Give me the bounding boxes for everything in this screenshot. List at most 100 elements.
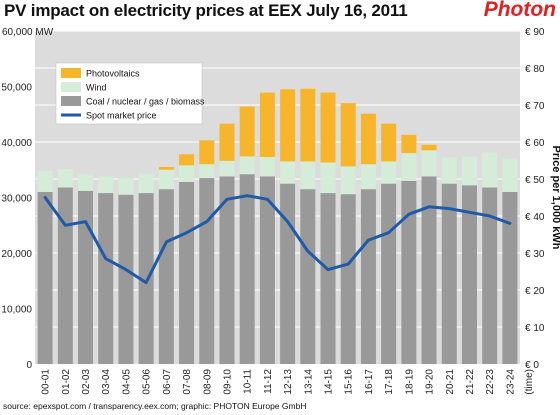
y-right-tick-label: € 20	[525, 286, 545, 297]
bar-wind	[482, 152, 498, 188]
bar-photovoltaics	[340, 103, 356, 167]
x-tick-label: 18-19	[404, 369, 415, 395]
x-tick-label: 20-21	[445, 369, 456, 395]
y-right-tick-label: € 80	[525, 64, 545, 75]
x-tick-label: 08-09	[202, 369, 213, 395]
legend-label: Wind	[86, 83, 107, 93]
bar-wind	[300, 161, 316, 190]
bar-conventional	[502, 191, 518, 364]
bar-photovoltaics	[179, 154, 195, 166]
bar-wind	[37, 170, 53, 192]
bar-wind	[360, 164, 376, 190]
bar-conventional	[360, 189, 376, 364]
bar-wind	[78, 174, 94, 191]
bar-wind	[320, 162, 336, 194]
bar-conventional	[340, 194, 356, 364]
x-tick-label: 10-11	[243, 369, 254, 394]
bar-wind	[179, 165, 195, 182]
bar-conventional	[98, 193, 114, 364]
bar-wind	[280, 161, 296, 184]
bar-conventional	[179, 181, 195, 364]
bar-conventional	[441, 183, 457, 364]
y-left-tick-label: 40,000	[1, 138, 32, 149]
bar-wind	[461, 156, 477, 186]
bar-conventional	[158, 189, 174, 364]
legend-swatch	[61, 68, 81, 78]
bar-photovoltaics	[421, 144, 437, 151]
y-right-axis-title: Price per 1,000 kWh	[550, 146, 560, 250]
bar-photovoltaics	[300, 88, 316, 162]
y-left-tick-label: 50,000	[1, 83, 32, 94]
bar-photovoltaics	[219, 123, 235, 161]
bar-wind	[421, 150, 437, 177]
bar-photovoltaics	[280, 89, 296, 162]
y-right-tick-label: € 50	[525, 175, 545, 186]
bar-photovoltaics	[401, 134, 417, 154]
bar-conventional	[320, 193, 336, 364]
x-tick-label: 17-18	[384, 369, 395, 395]
y-right-tick-label: € 40	[525, 212, 545, 223]
x-axis-unit-label: (time)	[524, 369, 535, 395]
y-right-tick-label: € 90	[525, 27, 545, 38]
bar-wind	[57, 169, 73, 188]
bar-conventional	[401, 180, 417, 364]
bar-wind	[158, 169, 174, 190]
x-tick-label: 11-12	[263, 369, 274, 394]
bar-photovoltaics	[360, 113, 376, 165]
x-tick-label: 23-24	[505, 369, 516, 395]
bar-conventional	[138, 193, 154, 364]
x-tick-label: 02-03	[81, 369, 92, 395]
x-tick-label: 19-20	[425, 369, 436, 395]
bar-conventional	[259, 176, 275, 364]
bar-conventional	[421, 176, 437, 364]
x-tick-label: 21-22	[465, 369, 476, 395]
bar-conventional	[239, 174, 255, 364]
bar-conventional	[482, 187, 498, 364]
x-tick-label: 05-06	[142, 369, 153, 395]
chart-title: PV impact on electricity prices at EEX J…	[4, 1, 408, 20]
spot-price-line	[43, 194, 512, 285]
bar-photovoltaics	[158, 166, 174, 170]
legend-label: Coal / nuclear / gas / biomass	[86, 97, 205, 107]
bar-conventional	[199, 178, 215, 364]
bar-conventional	[461, 185, 477, 364]
x-tick-label: 04-05	[121, 369, 132, 395]
bar-wind	[259, 156, 275, 177]
y-right-tick-label: € 10	[525, 323, 545, 334]
bar-wind	[502, 158, 518, 192]
bar-wind	[98, 176, 114, 194]
x-tick-label: 13-14	[303, 369, 314, 395]
bar-conventional	[219, 176, 235, 364]
x-tick-label: 14-15	[324, 369, 335, 395]
bar-wind	[401, 153, 417, 181]
y-left-tick-label: 10,000	[1, 305, 32, 316]
legend-swatch	[61, 96, 81, 106]
y-left-tick-label: 20,000	[1, 249, 32, 260]
bar-photovoltaics	[320, 92, 336, 163]
x-tick-label: 07-08	[182, 369, 193, 395]
bar-conventional	[381, 183, 397, 364]
y-right-tick-label: € 0	[525, 360, 539, 371]
y-right-tick-label: € 60	[525, 138, 545, 149]
x-tick-label: 09-10	[222, 369, 233, 395]
x-tick-label: 12-13	[283, 369, 294, 395]
bar-conventional	[118, 194, 134, 364]
x-tick-label: 22-23	[485, 369, 496, 395]
x-tick-label: 03-04	[101, 369, 112, 395]
x-tick-label: 15-16	[344, 369, 355, 395]
bar-wind	[239, 156, 255, 175]
bar-photovoltaics	[259, 92, 275, 157]
x-tick-label: 01-02	[61, 369, 72, 395]
legend-label: Spot market price	[86, 111, 157, 121]
bar-photovoltaics	[239, 106, 255, 157]
legend-swatch	[61, 82, 81, 92]
bar-wind	[199, 164, 215, 179]
bar-wind	[138, 173, 154, 194]
photon-logo: Photon	[483, 0, 556, 21]
y-right-tick-label: € 70	[525, 101, 545, 112]
x-tick-label: 00-01	[41, 369, 52, 395]
bar-wind	[340, 166, 356, 195]
source-note: source: epexspot.com / transparency.eex.…	[3, 401, 307, 411]
x-tick-label: 06-07	[162, 369, 173, 395]
